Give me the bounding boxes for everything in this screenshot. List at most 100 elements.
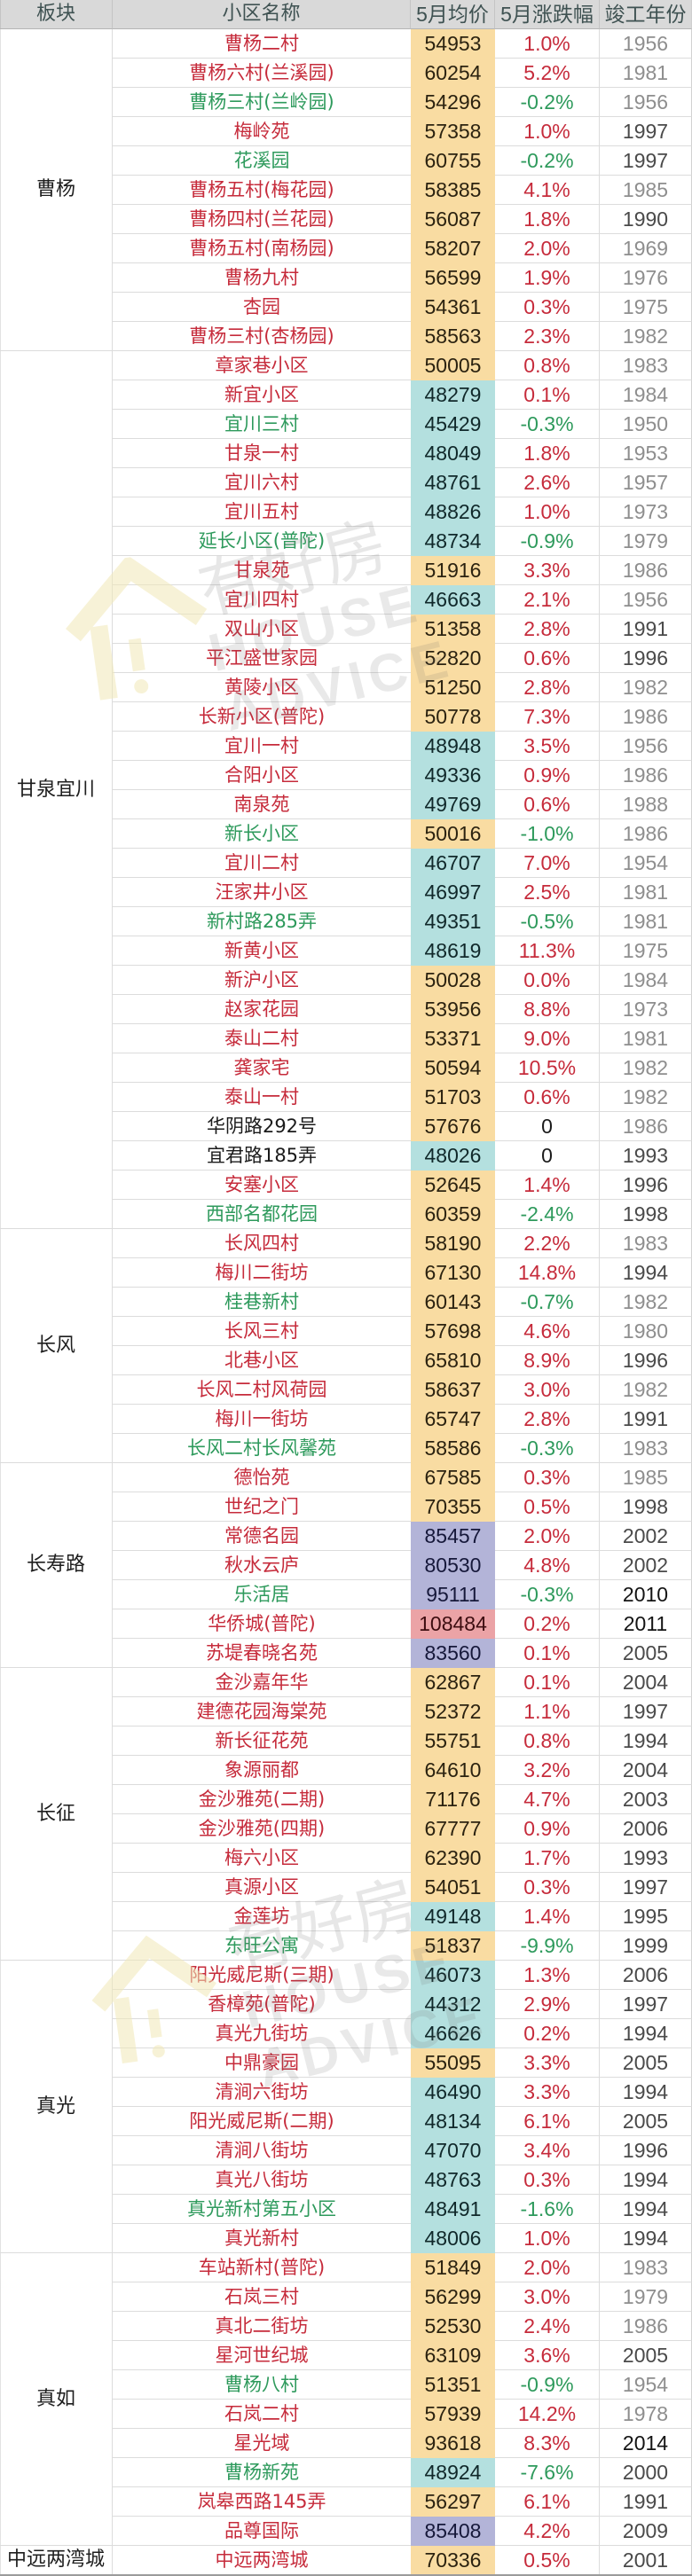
avg-price: 62867 [411,1668,495,1697]
community-name: 曹杨三村(兰岭园) [113,88,411,117]
price-change: 0.3% [495,2165,600,2195]
completion-year: 1978 [600,2400,692,2429]
completion-year: 1985 [600,176,692,205]
price-change: 0.6% [495,1083,600,1112]
community-name: 宜君路185弄 [113,1141,411,1171]
avg-price: 48026 [411,1141,495,1171]
community-name: 宜川五村 [113,497,411,527]
price-change: 8.3% [495,2429,600,2458]
price-change: 1.1% [495,1697,600,1726]
completion-year: 1986 [600,556,692,585]
price-change: 3.2% [495,1756,600,1785]
completion-year: 1997 [600,146,692,176]
completion-year: 1980 [600,1317,692,1346]
completion-year: 1997 [600,1873,692,1902]
avg-price: 48948 [411,732,495,761]
community-name: 真光八街坊 [113,2165,411,2195]
community-name: 真北二街坊 [113,2312,411,2341]
avg-price: 60143 [411,1288,495,1317]
community-name: 金沙雅苑(二期) [113,1785,411,1814]
completion-year: 1993 [600,1844,692,1873]
price-change: 0.2% [495,1609,600,1639]
avg-price: 60755 [411,146,495,176]
community-name: 常德名园 [113,1522,411,1551]
community-name: 长风三村 [113,1317,411,1346]
avg-price: 45429 [411,410,495,439]
completion-year: 1979 [600,527,692,556]
price-change: 0 [495,1112,600,1141]
avg-price: 48491 [411,2195,495,2224]
completion-year: 2002 [600,1551,692,1580]
completion-year: 1985 [600,1463,692,1492]
completion-year: 1986 [600,2312,692,2341]
avg-price: 80530 [411,1551,495,1580]
avg-price: 56087 [411,205,495,234]
completion-year: 1983 [600,2253,692,2282]
completion-year: 1998 [600,1200,692,1229]
block-cell: 甘泉宜川 [0,351,113,1229]
completion-year: 2009 [600,2517,692,2546]
price-change: -0.9% [495,527,600,556]
header-price-change: 5月涨跌幅 [495,0,600,29]
avg-price: 56297 [411,2487,495,2517]
price-change: 4.2% [495,2517,600,2546]
avg-price: 49351 [411,907,495,936]
completion-year: 1956 [600,585,692,615]
price-change: 2.5% [495,878,600,907]
completion-year: 1994 [600,1726,692,1756]
block-cell: 真光 [0,1961,113,2253]
completion-year: 1975 [600,936,692,966]
avg-price: 57358 [411,117,495,146]
price-change: 7.3% [495,702,600,732]
completion-year: 2001 [600,2546,692,2575]
community-name: 曹杨四村(兰花园) [113,205,411,234]
price-change: 0.1% [495,1639,600,1668]
price-change: 0.5% [495,1492,600,1522]
price-change: 4.6% [495,1317,600,1346]
price-change: 3.0% [495,2282,600,2312]
avg-price: 57939 [411,2400,495,2429]
completion-year: 1996 [600,644,692,673]
completion-year: 1988 [600,790,692,819]
community-name: 苏堤春晓名苑 [113,1639,411,1668]
community-name: 金沙嘉年华 [113,1668,411,1697]
price-change: 2.9% [495,1990,600,2019]
price-change: 2.0% [495,2253,600,2282]
community-name: 宜川二村 [113,849,411,878]
avg-price: 70336 [411,2546,495,2575]
community-name: 东旺公寓 [113,1931,411,1961]
avg-price: 50016 [411,819,495,849]
avg-price: 51250 [411,673,495,702]
price-change: 1.0% [495,29,600,59]
completion-year: 2005 [600,2048,692,2078]
community-name: 乐活居 [113,1580,411,1609]
avg-price: 67130 [411,1258,495,1288]
community-name: 华侨城(普陀) [113,1609,411,1639]
community-name: 石岚三村 [113,2282,411,2312]
avg-price: 49336 [411,761,495,790]
avg-price: 48006 [411,2224,495,2253]
community-name: 清涧八街坊 [113,2136,411,2165]
price-change: 0.1% [495,1668,600,1697]
avg-price: 46073 [411,1961,495,1990]
avg-price: 67585 [411,1463,495,1492]
completion-year: 1956 [600,732,692,761]
price-change: 2.0% [495,1522,600,1551]
community-name: 新宜小区 [113,380,411,410]
completion-year: 1982 [600,673,692,702]
price-change: 8.9% [495,1346,600,1375]
avg-price: 108484 [411,1609,495,1639]
avg-price: 52820 [411,644,495,673]
avg-price: 54953 [411,29,495,59]
price-change: 0.3% [495,1873,600,1902]
completion-year: 1994 [600,1258,692,1288]
header-community-name: 小区名称 [113,0,411,29]
completion-year: 1993 [600,1141,692,1171]
completion-year: 1983 [600,1434,692,1463]
price-change: 14.2% [495,2400,600,2429]
price-change: 4.1% [495,176,600,205]
community-name: 阳光威尼斯(二期) [113,2107,411,2136]
completion-year: 1983 [600,1229,692,1258]
price-change: 1.8% [495,205,600,234]
community-name: 新长小区 [113,819,411,849]
